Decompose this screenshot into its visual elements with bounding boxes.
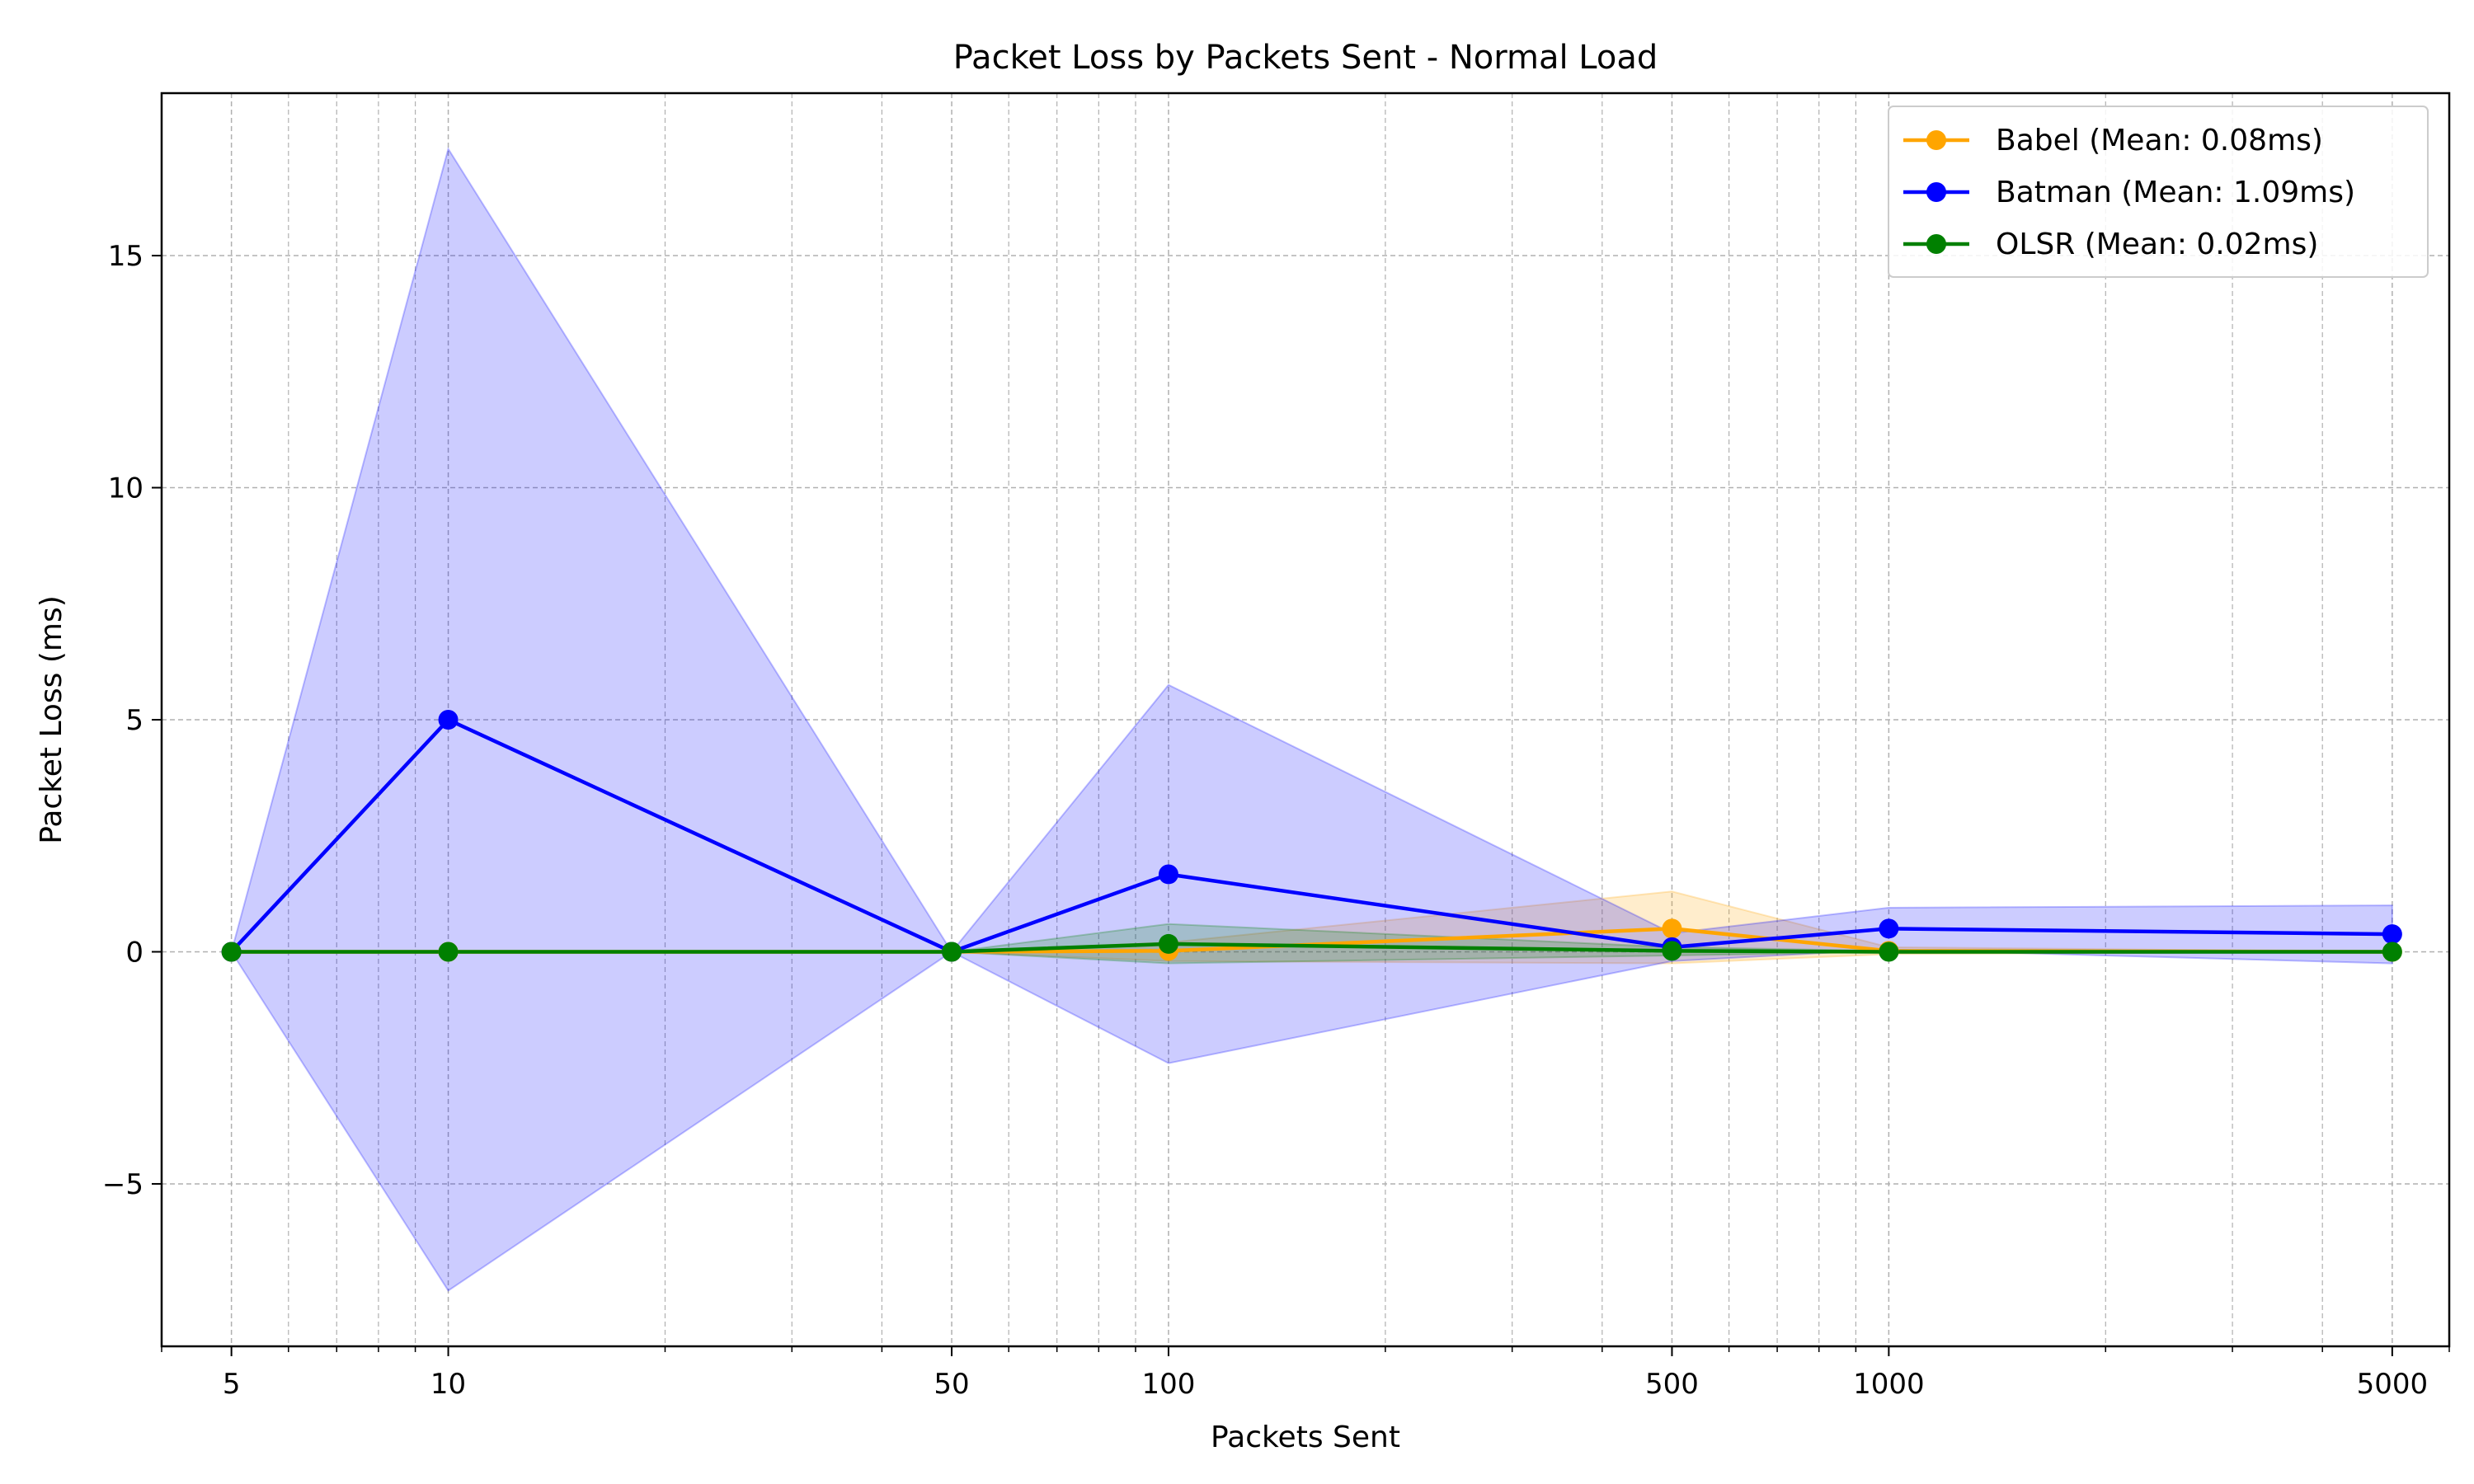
legend-box: [1888, 106, 2429, 278]
x-tick-label: 5: [223, 1368, 241, 1401]
axis-ticks: 5 10 50 100 500 1000 5000 −5 0 5 10 15: [102, 240, 2450, 1401]
x-tick-label: 500: [1645, 1368, 1699, 1401]
point-batman: [2382, 924, 2402, 945]
point-batman: [1879, 918, 1899, 939]
x-tick-label: 50: [934, 1368, 969, 1401]
point-batman: [438, 710, 459, 730]
x-tick-label: 100: [1142, 1368, 1196, 1401]
legend-label-babel: Babel (Mean: 0.08ms): [1996, 124, 2323, 157]
y-tick-label: 15: [108, 240, 143, 273]
legend: Babel (Mean: 0.08ms) Batman (Mean: 1.09ms…: [1888, 106, 2429, 278]
x-tick-label: 1000: [1853, 1368, 1925, 1401]
x-axis-label: Packets Sent: [1211, 1421, 1400, 1454]
chart-title: Packet Loss by Packets Sent - Normal Loa…: [953, 39, 1658, 77]
point-olsr: [221, 942, 242, 962]
point-olsr: [942, 942, 962, 962]
y-tick-label: −5: [102, 1168, 143, 1201]
series-points: [221, 710, 2402, 962]
point-olsr: [1158, 933, 1178, 954]
y-axis-label: Packet Loss (ms): [35, 595, 68, 844]
legend-marker-babel: [1926, 130, 1946, 150]
point-olsr: [438, 942, 459, 962]
point-olsr: [2382, 942, 2402, 962]
legend-label-olsr: OLSR (Mean: 0.02ms): [1996, 228, 2318, 261]
legend-marker-olsr: [1926, 234, 1946, 254]
point-olsr: [1879, 942, 1899, 962]
legend-label-batman: Batman (Mean: 1.09ms): [1996, 176, 2355, 209]
x-tick-label: 10: [430, 1368, 466, 1401]
y-tick-label: 0: [125, 936, 143, 969]
point-olsr: [1662, 941, 1682, 961]
y-tick-label: 5: [125, 704, 143, 737]
legend-marker-batman: [1926, 182, 1946, 202]
x-tick-label: 5000: [2357, 1368, 2429, 1401]
y-tick-label: 10: [108, 472, 143, 505]
point-batman: [1158, 864, 1178, 885]
point-babel: [1662, 918, 1682, 939]
